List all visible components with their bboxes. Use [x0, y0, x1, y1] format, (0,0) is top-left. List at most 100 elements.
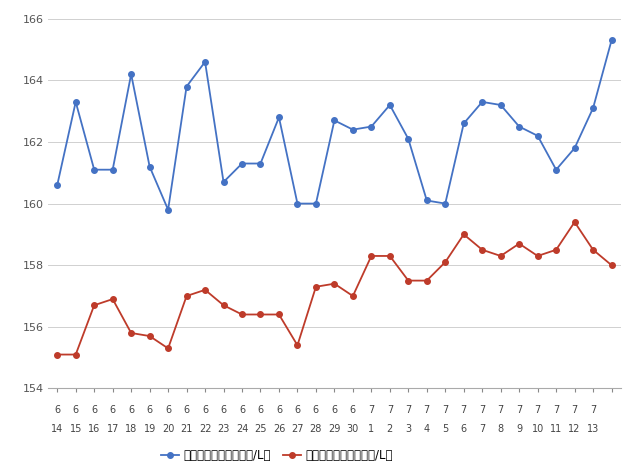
Text: 13: 13: [587, 424, 599, 433]
ハイオク看板価格（円/L）: [127, 71, 135, 77]
Text: 6: 6: [109, 405, 116, 415]
Text: 9: 9: [516, 424, 522, 433]
ハイオク看板価格（円/L）: [589, 105, 597, 111]
Text: 25: 25: [254, 424, 267, 433]
Text: 20: 20: [162, 424, 174, 433]
ハイオク看板価格（円/L）: [423, 197, 431, 203]
ハイオク実売価格（円/L）: [294, 343, 301, 348]
ハイオク実売価格（円/L）: [349, 293, 356, 299]
Text: 6: 6: [220, 405, 227, 415]
Text: 1: 1: [368, 424, 374, 433]
ハイオク看板価格（円/L）: [146, 164, 154, 169]
Line: ハイオク実売価格（円/L）: ハイオク実売価格（円/L）: [54, 219, 614, 358]
ハイオク実売価格（円/L）: [220, 302, 227, 308]
Text: 4: 4: [424, 424, 430, 433]
ハイオク看板価格（円/L）: [238, 161, 246, 166]
ハイオク看板価格（円/L）: [53, 182, 61, 188]
ハイオク看板価格（円/L）: [442, 201, 449, 206]
ハイオク実売価格（円/L）: [589, 247, 597, 253]
ハイオク看板価格（円/L）: [497, 102, 504, 108]
ハイオク看板価格（円/L）: [552, 167, 560, 173]
Text: 7: 7: [424, 405, 430, 415]
Text: 7: 7: [534, 405, 541, 415]
Text: 22: 22: [199, 424, 211, 433]
Text: 7: 7: [442, 405, 449, 415]
ハイオク実売価格（円/L）: [552, 247, 560, 253]
Text: 29: 29: [328, 424, 340, 433]
ハイオク実売価格（円/L）: [312, 284, 320, 290]
ハイオク実売価格（円/L）: [367, 253, 375, 259]
ハイオク看板価格（円/L）: [608, 37, 616, 43]
Text: 6: 6: [91, 405, 97, 415]
ハイオク実売価格（円/L）: [330, 281, 338, 286]
ハイオク看板価格（円/L）: [515, 124, 523, 129]
ハイオク看板価格（円/L）: [330, 117, 338, 123]
Text: 7: 7: [516, 405, 522, 415]
Text: 6: 6: [54, 405, 60, 415]
Text: 27: 27: [291, 424, 304, 433]
Text: 12: 12: [568, 424, 580, 433]
Text: 7: 7: [590, 405, 596, 415]
Text: 7: 7: [497, 405, 504, 415]
Text: 7: 7: [572, 405, 578, 415]
ハイオク実売価格（円/L）: [534, 253, 541, 259]
Text: 7: 7: [553, 405, 559, 415]
Text: 19: 19: [143, 424, 156, 433]
ハイオク実売価格（円/L）: [238, 312, 246, 317]
ハイオク実売価格（円/L）: [201, 287, 209, 292]
Text: 7: 7: [479, 405, 485, 415]
ハイオク実売価格（円/L）: [386, 253, 394, 259]
ハイオク実売価格（円/L）: [442, 259, 449, 265]
Text: 6: 6: [294, 405, 301, 415]
ハイオク看板価格（円/L）: [386, 102, 394, 108]
Text: 24: 24: [236, 424, 248, 433]
Text: 6: 6: [257, 405, 264, 415]
Text: 6: 6: [147, 405, 153, 415]
Text: 16: 16: [88, 424, 100, 433]
Text: 6: 6: [128, 405, 134, 415]
ハイオク実売価格（円/L）: [608, 263, 616, 268]
ハイオク実売価格（円/L）: [146, 333, 154, 339]
Text: 6: 6: [350, 405, 356, 415]
Text: 21: 21: [180, 424, 193, 433]
Text: 30: 30: [347, 424, 359, 433]
ハイオク実売価格（円/L）: [164, 345, 172, 351]
ハイオク看板価格（円/L）: [72, 99, 79, 105]
Text: 7: 7: [479, 424, 485, 433]
Text: 7: 7: [461, 405, 467, 415]
Text: 3: 3: [405, 424, 412, 433]
Text: 6: 6: [202, 405, 208, 415]
Text: 6: 6: [332, 405, 337, 415]
Text: 11: 11: [550, 424, 563, 433]
Text: 6: 6: [313, 405, 319, 415]
ハイオク看板価格（円/L）: [183, 84, 191, 89]
Text: 6: 6: [461, 424, 467, 433]
ハイオク実売価格（円/L）: [183, 293, 191, 299]
ハイオク看板価格（円/L）: [257, 161, 264, 166]
ハイオク実売価格（円/L）: [109, 296, 116, 302]
ハイオク看板価格（円/L）: [571, 145, 579, 151]
ハイオク実売価格（円/L）: [515, 241, 523, 247]
Legend: ハイオク看板価格（円/L）, ハイオク実売価格（円/L）: ハイオク看板価格（円/L）, ハイオク実売価格（円/L）: [157, 444, 397, 467]
Text: 15: 15: [70, 424, 82, 433]
ハイオク看板価格（円/L）: [534, 133, 541, 139]
Line: ハイオク看板価格（円/L）: ハイオク看板価格（円/L）: [54, 37, 614, 212]
Text: 28: 28: [310, 424, 322, 433]
Text: 6: 6: [276, 405, 282, 415]
Text: 5: 5: [442, 424, 449, 433]
ハイオク看板価格（円/L）: [201, 59, 209, 65]
Text: 14: 14: [51, 424, 63, 433]
Text: 6: 6: [165, 405, 171, 415]
ハイオク実売価格（円/L）: [257, 312, 264, 317]
Text: 2: 2: [387, 424, 393, 433]
ハイオク看板価格（円/L）: [312, 201, 320, 206]
ハイオク実売価格（円/L）: [72, 352, 79, 358]
ハイオク看板価格（円/L）: [349, 127, 356, 132]
ハイオク実売価格（円/L）: [423, 278, 431, 284]
ハイオク実売価格（円/L）: [127, 330, 135, 336]
Text: 17: 17: [106, 424, 119, 433]
ハイオク実売価格（円/L）: [497, 253, 504, 259]
Text: 7: 7: [387, 405, 393, 415]
Text: 7: 7: [405, 405, 412, 415]
Text: 26: 26: [273, 424, 285, 433]
